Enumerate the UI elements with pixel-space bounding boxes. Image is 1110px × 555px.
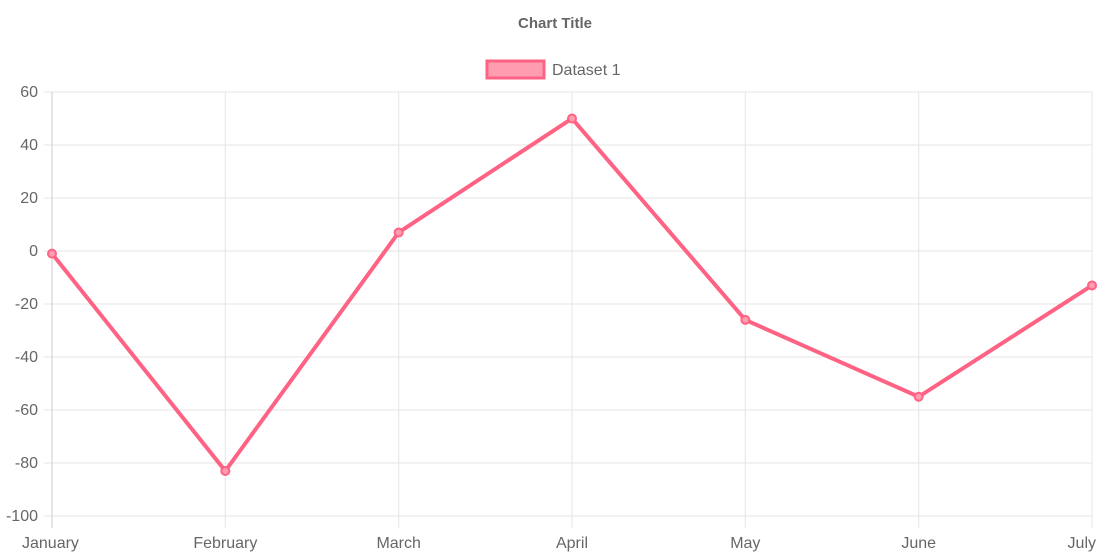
- legend-swatch-dataset-1: [485, 59, 546, 80]
- x-tick-label: January: [22, 535, 79, 552]
- data-point[interactable]: [913, 391, 924, 402]
- legend[interactable]: Dataset 1: [485, 59, 621, 80]
- x-tick-label: March: [376, 535, 420, 552]
- chart-title: Chart Title: [518, 15, 592, 32]
- data-point[interactable]: [47, 248, 57, 259]
- y-axis-ticks: 60 40 20 0 -20 -40 -60 -80 -100: [6, 84, 38, 525]
- y-tick-label: -100: [6, 508, 38, 525]
- grid: [44, 91, 1093, 528]
- x-tick-label: June: [901, 535, 936, 552]
- y-tick-label: -40: [15, 349, 38, 366]
- y-tick-label: 0: [29, 243, 38, 260]
- y-tick-label: -60: [15, 402, 38, 419]
- data-point[interactable]: [567, 113, 577, 124]
- legend-label-dataset-1: Dataset 1: [552, 62, 621, 79]
- y-tick-label: 40: [20, 137, 38, 154]
- x-axis-ticks: January February March April May June July: [22, 535, 1096, 552]
- x-tick-label: July: [1068, 535, 1096, 552]
- x-tick-label: May: [730, 535, 760, 552]
- y-tick-label: -80: [15, 455, 38, 472]
- data-point[interactable]: [220, 465, 231, 476]
- x-tick-label: April: [556, 535, 588, 552]
- x-tick-label: February: [193, 535, 257, 552]
- y-tick-label: -20: [15, 296, 38, 313]
- y-tick-label: 60: [20, 84, 38, 101]
- series-dataset-1: [47, 113, 1097, 476]
- y-tick-label: 20: [20, 190, 38, 207]
- data-point[interactable]: [1087, 280, 1097, 291]
- data-point[interactable]: [740, 314, 751, 325]
- data-point[interactable]: [393, 227, 404, 238]
